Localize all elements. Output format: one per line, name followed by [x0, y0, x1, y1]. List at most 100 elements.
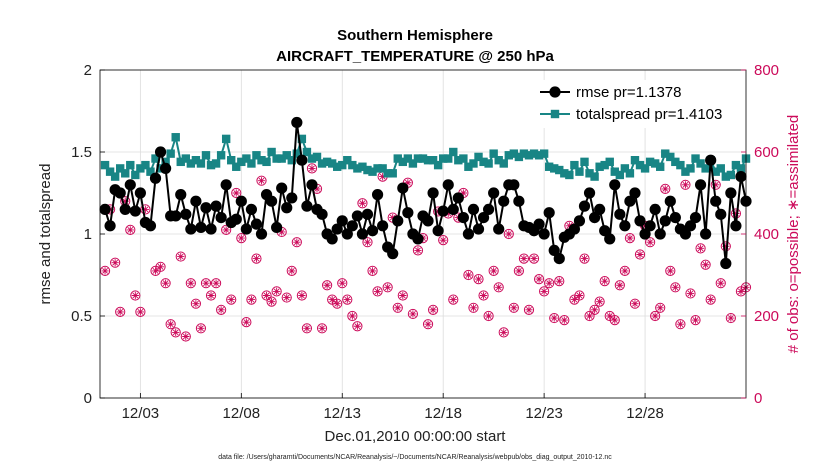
totalspread-point	[282, 151, 291, 160]
obs-possible-circle	[286, 265, 297, 276]
totalspread-point	[343, 156, 352, 165]
obs-assimilated-star	[696, 244, 705, 252]
totalspread-point	[615, 170, 625, 180]
totalspread-point	[544, 162, 554, 171]
obs-assimilated-star	[126, 226, 134, 234]
obs-assimilated-star	[520, 255, 528, 263]
obs-possible-circle	[634, 249, 646, 260]
x-tick-label: 12/08	[223, 405, 261, 422]
obs-marker	[725, 312, 736, 324]
obs-assimilated-star	[707, 296, 715, 304]
totalspread-point	[499, 159, 508, 168]
x-axis-ticks: 12/03 12/08 12/13 12/18 12/23 12/28	[122, 393, 664, 422]
obs-marker	[216, 304, 227, 315]
obs-assimilated-star	[242, 318, 250, 326]
totalspread-point	[539, 149, 549, 158]
obs-possible-circle	[367, 265, 378, 276]
obs-assimilated-star	[510, 304, 518, 312]
obs-possible-circle	[306, 163, 318, 174]
obs-possible-circle	[427, 304, 439, 315]
totalspread-point	[151, 154, 160, 163]
obs-assimilated-star	[404, 179, 412, 187]
obs-assimilated-star	[616, 281, 624, 289]
obs-possible-circle	[301, 323, 313, 334]
obs-assimilated-star	[323, 281, 331, 289]
obs-possible-circle	[645, 237, 656, 248]
obs-marker	[195, 323, 207, 334]
rmse-point	[725, 187, 737, 199]
totalspread-point	[696, 159, 705, 168]
totalspread-point	[600, 160, 609, 170]
rmse-point	[493, 223, 505, 235]
obs-possible-circle	[322, 280, 333, 291]
obs-possible-circle	[483, 310, 494, 322]
obs-assimilated-star	[202, 279, 210, 287]
obs-possible-circle	[316, 323, 328, 334]
obs-assimilated-star	[141, 205, 150, 213]
obs-assimilated-star	[162, 279, 170, 287]
obs-marker	[236, 233, 247, 244]
obs-assimilated-star	[596, 298, 604, 306]
obs-assimilated-star	[368, 267, 377, 275]
obs-marker	[412, 245, 424, 256]
totalspread-point	[327, 159, 337, 168]
totalspread-point	[378, 164, 387, 173]
obs-possible-circle	[670, 282, 681, 293]
totalspread-point	[524, 151, 534, 160]
totalspread-point	[681, 167, 690, 176]
rmse-point	[447, 203, 459, 215]
obs-assimilated-star	[172, 328, 180, 336]
rmse-point	[720, 257, 732, 270]
obs-assimilated-star	[540, 287, 548, 295]
obs-assimilated-star	[611, 316, 619, 324]
rmse-point	[240, 223, 252, 235]
obs-assimilated-star	[429, 306, 437, 314]
totalspread-point	[585, 169, 594, 178]
obs-marker	[347, 310, 358, 322]
obs-assimilated-star	[187, 279, 195, 287]
totalspread-point	[227, 156, 236, 165]
obs-assimilated-star	[565, 222, 573, 230]
totalspread-point	[514, 152, 524, 162]
rmse-point	[659, 215, 671, 227]
rmse-point	[286, 192, 298, 204]
totalspread-point	[333, 162, 342, 171]
obs-assimilated-star	[379, 173, 387, 181]
obs-possible-circle	[342, 294, 353, 305]
totalspread-point	[237, 157, 246, 167]
obs-marker	[463, 269, 474, 281]
obs-possible-circle	[357, 198, 368, 209]
y2-axis-label: # of obs: o=possible; ∗=assimilated	[785, 115, 802, 354]
obs-assimilated-star	[293, 238, 301, 246]
rmse-point	[573, 215, 586, 227]
obs-possible-circle	[715, 278, 726, 289]
obs-possible-circle	[185, 278, 196, 289]
obs-possible-circle	[422, 319, 434, 330]
rmse-point	[341, 228, 353, 240]
obs-marker	[397, 290, 408, 301]
chart-subtitle: AIRCRAFT_TEMPERATURE @ 250 hPa	[276, 48, 554, 65]
rmse-point	[427, 187, 439, 199]
obs-marker	[468, 302, 479, 313]
obs-assimilated-star	[288, 267, 296, 275]
obs-possible-circle	[110, 257, 121, 268]
y-axis-label: rmse and totalspread	[37, 164, 54, 305]
y-tick-label: 1.5	[71, 144, 92, 161]
rmse-point	[483, 203, 495, 215]
x-tick-label: 12/03	[122, 405, 160, 422]
totalspread-point	[105, 167, 115, 176]
obs-possible-circle	[665, 265, 676, 276]
obs-assimilated-star	[414, 246, 422, 254]
rmse-point	[190, 195, 202, 207]
obs-marker	[695, 243, 706, 254]
totalspread-point	[494, 156, 503, 165]
y-tick-label: 2	[84, 62, 92, 79]
obs-possible-circle	[528, 253, 540, 264]
obs-assimilated-star	[318, 324, 326, 332]
obs-marker	[231, 187, 242, 199]
obs-possible-circle	[231, 187, 242, 199]
rmse-point	[387, 248, 399, 260]
obs-assimilated-star	[606, 312, 614, 320]
obs-marker	[221, 224, 232, 235]
rmse-point	[654, 228, 666, 240]
